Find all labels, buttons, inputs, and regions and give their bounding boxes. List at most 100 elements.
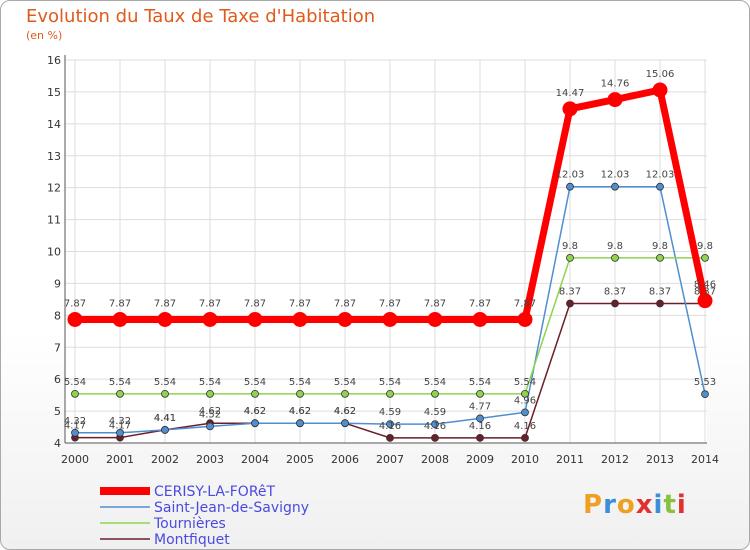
- data-point: [386, 433, 394, 442]
- data-label: 9.8: [562, 241, 578, 252]
- x-tick-label: 2007: [376, 453, 404, 466]
- data-point: [161, 426, 169, 434]
- data-label: 4.17: [109, 421, 131, 432]
- data-label: 4.62: [244, 406, 266, 417]
- data-label: 7.87: [109, 298, 131, 309]
- data-point: [382, 311, 398, 327]
- y-tick-label: 4: [54, 437, 61, 450]
- legend-label: Montfiquet: [154, 532, 230, 548]
- data-point: [206, 389, 214, 398]
- data-point: [296, 389, 304, 398]
- x-tick-label: 2002: [151, 453, 179, 466]
- y-tick-label: 15: [47, 86, 61, 99]
- logo-letter: i: [653, 490, 664, 520]
- data-label: 5.54: [244, 377, 266, 388]
- data-point: [566, 182, 574, 191]
- data-label: 5.54: [154, 377, 176, 388]
- data-label: 4.41: [154, 413, 176, 424]
- data-point: [206, 422, 214, 431]
- data-label: 4.59: [379, 407, 401, 418]
- x-tick-label: 2004: [241, 453, 269, 466]
- data-label: 9.8: [652, 241, 668, 252]
- data-label: 8.37: [604, 287, 626, 298]
- data-point: [652, 82, 668, 98]
- data-label: 4.16: [379, 421, 401, 432]
- data-point: [476, 433, 484, 442]
- data-label: 5.54: [199, 377, 221, 388]
- data-point: [386, 389, 394, 398]
- data-point: [611, 253, 619, 262]
- data-label: 4.62: [199, 406, 221, 417]
- data-label: 12.03: [646, 170, 675, 181]
- x-tick-label: 2013: [646, 453, 674, 466]
- x-tick-label: 2003: [196, 453, 224, 466]
- data-label: 5.54: [424, 377, 446, 388]
- data-label: 7.87: [199, 298, 221, 309]
- data-label: 7.87: [289, 298, 311, 309]
- y-tick-label: 8: [54, 309, 61, 322]
- data-point: [431, 389, 439, 398]
- x-tick-label: 2010: [511, 453, 539, 466]
- legend-label: Saint-Jean-de-Savigny: [154, 500, 309, 516]
- data-point: [247, 311, 263, 327]
- data-label: 4.96: [514, 395, 536, 406]
- data-point: [116, 428, 124, 437]
- data-label: 8.37: [694, 287, 716, 298]
- data-label: 4.62: [334, 406, 356, 417]
- y-tick-label: 5: [54, 405, 61, 418]
- logo-letter: r: [603, 490, 617, 520]
- data-label: 5.53: [694, 377, 716, 388]
- data-point: [341, 389, 349, 398]
- data-label: 4.52: [199, 409, 221, 420]
- data-label: 5.54: [469, 377, 491, 388]
- data-label: 15.06: [646, 69, 675, 80]
- data-label: 7.87: [334, 298, 356, 309]
- data-label: 5.54: [64, 377, 86, 388]
- data-point: [296, 419, 304, 428]
- data-point: [161, 389, 169, 398]
- data-label: 4.62: [334, 406, 356, 417]
- x-tick-label: 2005: [286, 453, 314, 466]
- y-tick-label: 13: [47, 150, 61, 163]
- data-label: 5.54: [379, 377, 401, 388]
- logo-letter: x: [635, 490, 654, 520]
- data-point: [71, 389, 79, 398]
- proxiti-logo: Proxiti: [583, 490, 687, 520]
- data-point: [656, 182, 664, 191]
- data-point: [341, 419, 349, 428]
- data-label: 4.62: [244, 406, 266, 417]
- logo-letter: t: [663, 490, 677, 520]
- data-point: [566, 299, 574, 308]
- data-point: [472, 311, 488, 327]
- data-point: [701, 390, 709, 399]
- data-label: 9.8: [607, 241, 623, 252]
- data-label: 7.87: [469, 298, 491, 309]
- data-point: [157, 311, 173, 327]
- data-label: 5.54: [289, 377, 311, 388]
- x-tick-label: 2011: [556, 453, 584, 466]
- x-tick-label: 2008: [421, 453, 449, 466]
- legend-label: CERISY-LA-FORêT: [154, 484, 276, 500]
- data-label: 4.32: [109, 416, 131, 427]
- data-label: 9.8: [697, 241, 713, 252]
- data-label: 4.17: [64, 421, 86, 432]
- data-point: [386, 420, 394, 429]
- data-label: 4.59: [424, 407, 446, 418]
- data-point: [71, 428, 79, 437]
- data-point: [697, 293, 713, 309]
- data-point: [701, 253, 709, 262]
- data-point: [112, 311, 128, 327]
- data-point: [431, 420, 439, 429]
- data-label: 4.16: [514, 421, 536, 432]
- data-point: [292, 311, 308, 327]
- y-tick-label: 12: [47, 182, 61, 195]
- logo-letter: P: [583, 490, 604, 520]
- data-point: [517, 311, 533, 327]
- data-label: 12.03: [556, 170, 585, 181]
- x-tick-label: 2006: [331, 453, 359, 466]
- data-label: 5.54: [514, 377, 536, 388]
- data-label: 5.54: [109, 377, 131, 388]
- y-tick-label: 14: [47, 118, 61, 131]
- data-label: 5.54: [334, 377, 356, 388]
